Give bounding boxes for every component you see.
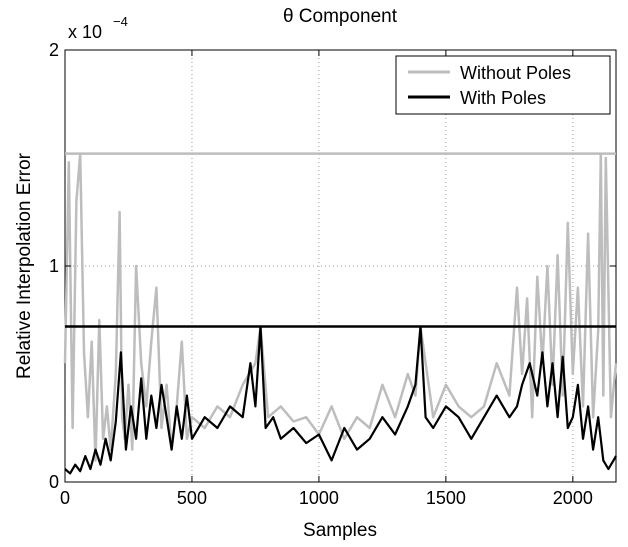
x-tick-label-3: 1500 xyxy=(426,488,466,508)
legend-label-without-poles: Without Poles xyxy=(460,63,571,83)
x-tick-label-0: 0 xyxy=(60,488,70,508)
series-line-1 xyxy=(64,325,617,475)
legend-box xyxy=(395,55,611,115)
series-layer xyxy=(63,152,618,475)
series-line-0 xyxy=(63,152,618,462)
y-scale-exponent: −4 xyxy=(113,14,128,29)
legend: Without Poles With Poles xyxy=(395,55,611,115)
x-axis-ticks: 0 500 1000 1500 2000 xyxy=(60,50,593,508)
y-tick-label-0: 0 xyxy=(49,472,59,492)
x-tick-label-1: 500 xyxy=(177,488,207,508)
y-scale-multiplier-text: x 10 xyxy=(68,22,102,42)
y-scale-multiplier: x 10 −4 xyxy=(68,14,128,42)
y-tick-label-1: 1 xyxy=(49,256,59,276)
x-axis-label: Samples xyxy=(303,520,377,541)
y-axis-label: Relative Interpolation Error xyxy=(14,152,35,379)
y-axis-ticks: 0 1 2 xyxy=(49,40,616,492)
x-tick-label-4: 2000 xyxy=(553,488,593,508)
y-tick-label-2: 2 xyxy=(49,40,59,60)
chart-title: θ Component xyxy=(283,6,398,27)
legend-label-with-poles: With Poles xyxy=(460,88,546,108)
x-tick-label-2: 1000 xyxy=(299,488,339,508)
